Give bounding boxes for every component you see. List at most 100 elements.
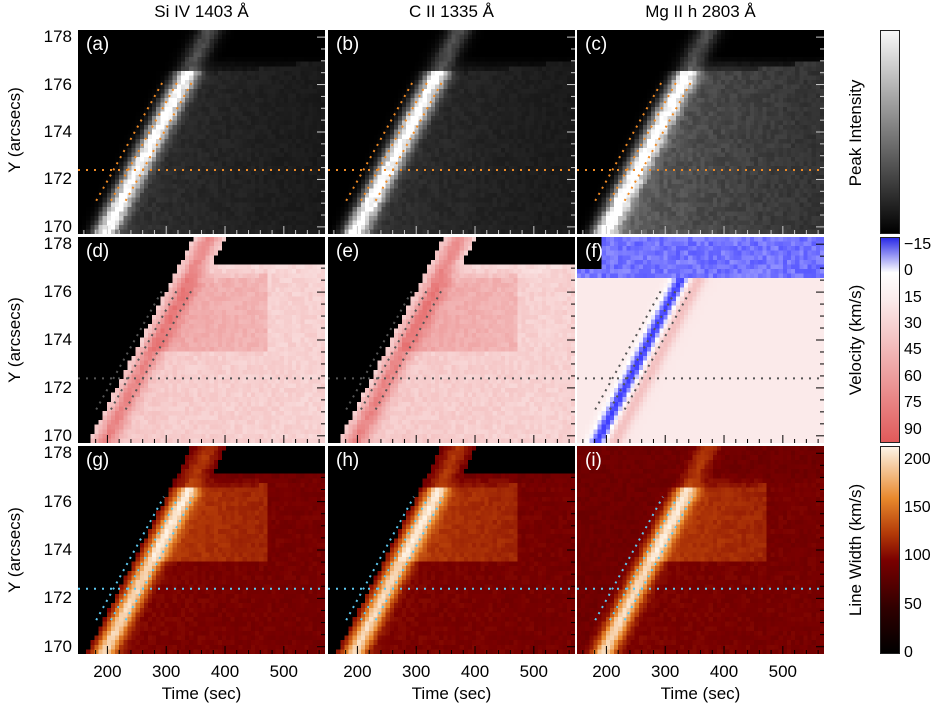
- diagonal-slit-line-2: [360, 286, 430, 410]
- diagonal-slit-line-2: [110, 496, 180, 621]
- x-tick-label: 200: [93, 662, 122, 681]
- diagonal-slit-line-1: [594, 496, 664, 621]
- diagonal-slit-line-2: [110, 286, 180, 410]
- panel-label: (f): [585, 241, 603, 262]
- y-tick-label: 172: [43, 377, 72, 397]
- panel-label: (e): [336, 241, 360, 262]
- y-tick-label: 178: [43, 27, 72, 47]
- y-tick-label: 172: [43, 588, 72, 608]
- heatmap-panel-e: (e): [328, 237, 575, 443]
- y-axis-label-row-1: Y (arcsecs): [5, 87, 24, 173]
- heatmap-panel-h: (h): [328, 446, 575, 654]
- x-axis-label-col-2: Time (sec): [411, 684, 492, 703]
- colorbar-tick-label: 150: [904, 498, 931, 516]
- x-tick-label: 500: [269, 662, 299, 681]
- diagonal-slit-line-1: [345, 79, 415, 202]
- x-axis-label-col-3: Time (sec): [660, 684, 741, 703]
- x-tick-label: 400: [460, 662, 490, 681]
- heatmap-panel-c: (c): [577, 30, 824, 234]
- panel-label: (g): [86, 450, 110, 471]
- colorbar-tick-label: 75: [904, 394, 922, 412]
- diagonal-slit-line-3: [623, 79, 694, 202]
- y-tick-label: 178: [43, 443, 72, 463]
- panel-overlay: [328, 36, 575, 234]
- heatmap-image: [577, 237, 824, 443]
- y-tick-label: 170: [43, 425, 72, 445]
- panel-label: (a): [86, 34, 110, 55]
- colorbar-tick-label: 30: [904, 315, 922, 333]
- colorbar-tick-label: 60: [904, 367, 922, 385]
- x-tick-label: 300: [651, 662, 680, 681]
- heatmap-image: [78, 237, 325, 443]
- colorbar-tick-label: 45: [904, 341, 922, 359]
- y-tick-label: 176: [43, 491, 72, 511]
- heatmap-image: [577, 446, 824, 654]
- x-tick-label: 400: [210, 662, 240, 681]
- diagonal-slit-line-3: [124, 496, 195, 621]
- colorbar-tick-label: 0: [904, 262, 913, 280]
- panel-overlay: [328, 243, 575, 443]
- x-tick-label: 500: [519, 662, 549, 681]
- diagonal-slit-line-2: [360, 496, 430, 621]
- colorbar-title-velocity: Velocity (km/s): [846, 284, 865, 396]
- y-tick-label: 174: [43, 330, 72, 349]
- diagonal-slit-line-3: [623, 496, 694, 621]
- x-axis-label-col-1: Time (sec): [161, 684, 242, 703]
- colorbar-title-width: Line Width (km/s): [846, 483, 865, 617]
- heatmap-image: [78, 446, 325, 654]
- panel-overlay: [577, 243, 824, 443]
- y-tick-label: 174: [43, 540, 72, 559]
- diagonal-slit-line-2: [110, 79, 180, 202]
- heatmap-image: [577, 30, 824, 234]
- panel-label: (i): [585, 450, 602, 471]
- colorbar-tick-label: 15: [904, 288, 922, 306]
- panel-overlay: [78, 36, 325, 234]
- diagonal-slit-line-3: [374, 79, 445, 202]
- heatmap-panel-a: (a): [78, 30, 325, 234]
- colorbar-tick-label: 200: [904, 450, 931, 468]
- diagonal-slit-line-1: [95, 496, 165, 621]
- diagonal-slit-line-3: [623, 286, 694, 410]
- colorbar-tick-label: 90: [904, 420, 922, 438]
- heatmap-image: [78, 30, 325, 234]
- heatmap-image: [328, 30, 575, 234]
- y-tick-label: 176: [43, 282, 72, 302]
- colorbar-intensity: [880, 30, 900, 234]
- diagonal-slit-line-1: [594, 79, 664, 202]
- y-tick-label: 178: [43, 234, 72, 254]
- panel-overlay: [577, 452, 824, 654]
- colorbar-line-width: [880, 446, 900, 654]
- panel-overlay: [78, 452, 325, 654]
- panel-label: (h): [336, 450, 360, 471]
- column-title-c-ii: C II 1335 Å: [408, 2, 495, 21]
- column-title-mg-ii: Mg II h 2803 Å: [645, 2, 756, 21]
- y-tick-label: 176: [43, 74, 72, 94]
- heatmap-image: [328, 237, 575, 443]
- y-tick-label: 172: [43, 169, 72, 189]
- colorbar-tick-label: −15: [904, 235, 932, 253]
- y-tick-label: 174: [43, 122, 72, 141]
- diagonal-slit-line-2: [609, 79, 679, 202]
- diagonal-slit-line-3: [124, 286, 195, 410]
- colorbar-title-intensity: Peak Intensity: [846, 79, 865, 187]
- heatmap-panel-g: (g): [78, 446, 325, 654]
- diagonal-slit-line-1: [95, 286, 165, 410]
- x-tick-label: 200: [343, 662, 372, 681]
- diagonal-slit-line-2: [360, 79, 430, 202]
- heatmap-panel-f: (f): [577, 237, 824, 443]
- y-tick-label: 170: [43, 216, 72, 236]
- panel-overlay: [328, 452, 575, 654]
- diagonal-slit-line-1: [594, 286, 664, 410]
- panel-overlay: [577, 36, 824, 234]
- colorbar-velocity: [880, 237, 900, 443]
- heatmap-panel-d: (d): [78, 237, 325, 443]
- colorbar-tick-label: 50: [904, 595, 922, 613]
- x-tick-label: 200: [592, 662, 621, 681]
- panel-overlay: [78, 243, 325, 443]
- y-axis-label-row-3: Y (arcsecs): [5, 507, 24, 593]
- x-tick-label: 300: [402, 662, 431, 681]
- panel-label: (c): [585, 34, 608, 55]
- diagonal-slit-line-3: [374, 496, 445, 621]
- y-tick-label: 170: [43, 636, 72, 656]
- column-title-si-iv: Si IV 1403 Å: [154, 2, 249, 21]
